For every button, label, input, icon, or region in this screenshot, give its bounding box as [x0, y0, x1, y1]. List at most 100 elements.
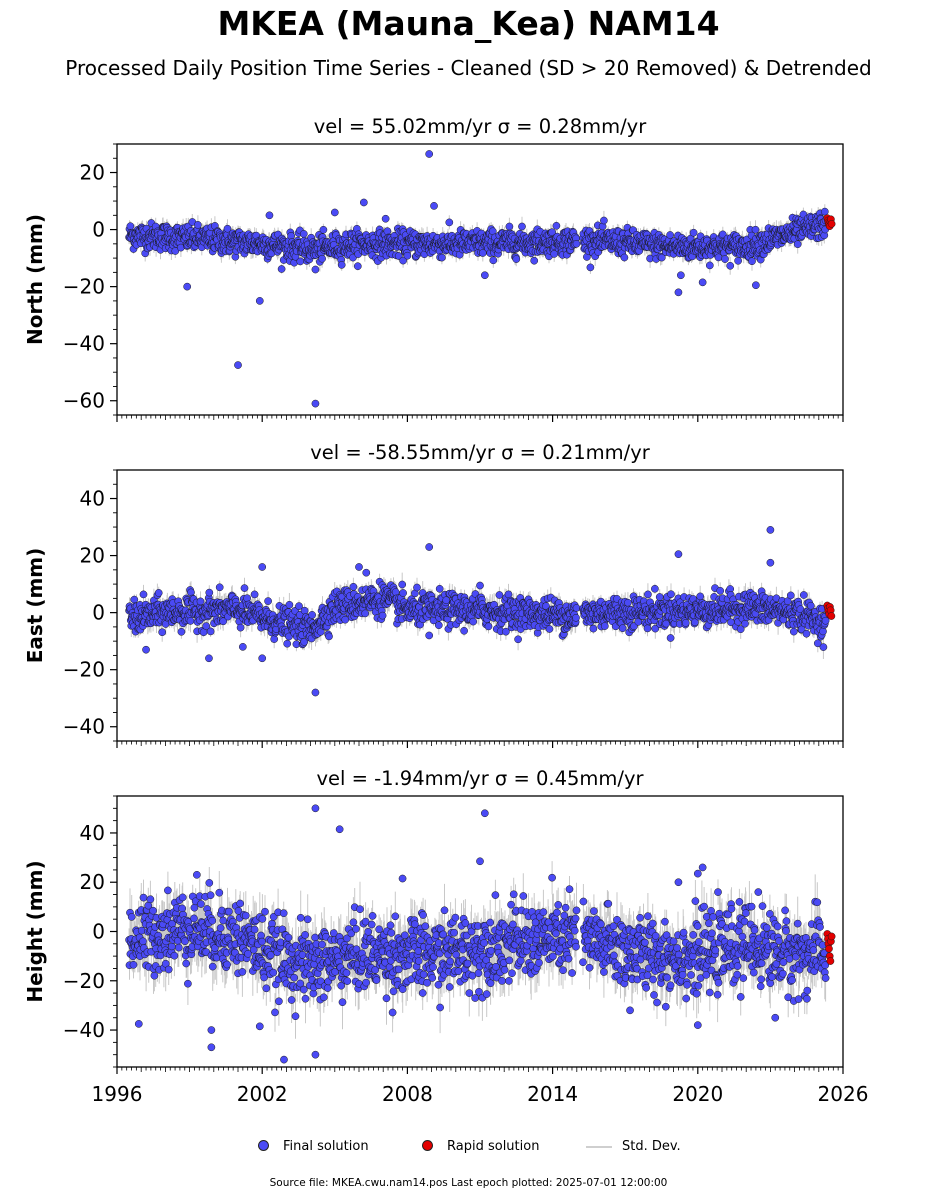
outlier-point-height-7 — [193, 870, 201, 879]
outlier-point-east-6 — [362, 568, 371, 577]
outlier-point-height-17 — [134, 1020, 143, 1028]
legend-final-label: Final solution — [283, 1139, 369, 1154]
y-tick-label-north-0: 20 — [80, 161, 105, 185]
outlier-point-height-5 — [698, 863, 707, 872]
outlier-point-east-0 — [425, 543, 434, 551]
chart-title: MKEA (Mauna_Kea) NAM14 — [217, 4, 720, 43]
y-axis-label-north: North (mm) — [23, 214, 47, 345]
outlier-point-east-3 — [766, 558, 775, 567]
outlier-point-north-14 — [480, 271, 489, 280]
panel-east: 40 20 0 −20 −40 vel = -58.55mm/yr σ = 0.21mm/… — [23, 441, 844, 748]
outlier-point-height-3 — [476, 857, 484, 866]
std-dev-line-icon — [586, 1145, 612, 1148]
panel-height: 40 20 0 −20 −40 1996 2002 2008 2014 2020 2026 vel =… — [23, 767, 868, 1106]
final-solution-marker-icon — [258, 1140, 269, 1151]
chart-subtitle: Processed Daily Position Time Series - C… — [65, 56, 872, 80]
outlier-point-height-2 — [480, 809, 489, 818]
outlier-point-north-8 — [234, 361, 242, 369]
x-tick-label-4: 2020 — [672, 1082, 723, 1106]
y-tick-label-height-2: 0 — [92, 920, 105, 944]
y-axis-label-east: East (mm) — [23, 548, 47, 664]
outlier-point-east-11 — [238, 643, 247, 651]
panel-title-east: vel = -58.55mm/yr σ = 0.21mm/yr — [310, 441, 650, 464]
plot-area-east — [125, 526, 836, 697]
source-footer: Source file: MKEA.cwu.nam14.pos Last epo… — [269, 1177, 668, 1189]
outlier-point-east-4 — [258, 563, 267, 571]
outlier-point-north-2 — [359, 198, 368, 207]
outlier-point-north-11 — [698, 278, 707, 287]
outlier-point-height-4 — [398, 874, 407, 883]
x-tick-label-3: 2014 — [527, 1082, 578, 1106]
outlier-point-north-12 — [677, 271, 685, 280]
rapid-solution-points-east — [823, 601, 836, 620]
plot-area-north — [125, 150, 836, 408]
outlier-point-north-7 — [255, 297, 264, 305]
rapid-point-east-6 — [827, 612, 836, 620]
final-solution-points-height — [125, 804, 830, 1064]
outlier-point-north-10 — [674, 288, 683, 297]
y-tick-label-height-0: 40 — [80, 821, 105, 845]
outlier-point-north-5 — [265, 211, 274, 220]
final-solution-points-east — [125, 526, 830, 697]
y-tick-label-east-2: 0 — [92, 601, 105, 625]
legend: Final solution Rapid solution Std. Dev. — [0, 1136, 937, 1158]
y-tick-label-north-2: −20 — [63, 275, 105, 299]
y-tick-label-east-0: 40 — [80, 487, 105, 511]
outlier-point-height-15 — [693, 1021, 702, 1029]
outlier-point-height-6 — [693, 869, 702, 878]
y-tick-label-east-3: −20 — [63, 658, 105, 682]
rapid-point-height-7 — [827, 932, 836, 941]
outlier-point-height-8 — [674, 878, 683, 887]
x-tick-label-5: 2026 — [818, 1082, 869, 1106]
outlier-point-height-10 — [207, 1043, 216, 1052]
outlier-point-east-9 — [258, 654, 267, 663]
outlier-point-east-2 — [766, 526, 775, 534]
final-solution-points-north — [125, 150, 830, 408]
outlier-point-north-15 — [311, 265, 320, 274]
y-tick-label-east-4: −40 — [63, 715, 105, 739]
plot-area-height — [125, 804, 836, 1064]
outlier-point-east-5 — [355, 563, 363, 571]
outlier-point-height-18 — [471, 994, 480, 1002]
outlier-point-east-8 — [311, 688, 320, 697]
panel-north: 20 0 −20 −40 −60 vel = 55.02mm/yr σ = 0.28mm/… — [23, 115, 844, 422]
y-tick-label-north-4: −60 — [63, 389, 105, 413]
legend-rapid-label: Rapid solution — [447, 1139, 540, 1154]
outlier-point-height-0 — [311, 804, 320, 813]
outlier-point-north-0 — [425, 150, 434, 158]
y-tick-label-height-3: −20 — [63, 969, 105, 993]
legend-item-final: Final solution — [258, 1136, 369, 1158]
x-tick-label-0: 1996 — [92, 1082, 143, 1106]
panel-title-north: vel = 55.02mm/yr σ = 0.28mm/yr — [314, 115, 647, 138]
x-tick-label-2: 2008 — [382, 1082, 433, 1106]
y-tick-label-north-3: −40 — [63, 332, 105, 356]
outlier-point-north-4 — [330, 208, 339, 217]
x-tick-label-1: 2002 — [237, 1082, 288, 1106]
outlier-point-north-13 — [752, 281, 760, 290]
outlier-point-height-11 — [207, 1026, 216, 1034]
rapid-point-height-5 — [826, 957, 835, 965]
rapid-solution-points-height — [823, 930, 836, 965]
outlier-point-east-12 — [142, 645, 150, 654]
y-tick-label-height-4: −40 — [63, 1018, 105, 1042]
panel-title-height: vel = -1.94mm/yr σ = 0.45mm/yr — [316, 767, 644, 790]
y-tick-label-east-1: 20 — [80, 544, 105, 568]
outlier-point-height-14 — [255, 1022, 264, 1031]
outlier-point-east-1 — [674, 550, 683, 559]
rapid-point-north-7 — [827, 220, 836, 228]
outlier-point-height-19 — [626, 1006, 634, 1015]
y-tick-label-north-1: 0 — [92, 218, 105, 242]
outlier-point-height-13 — [311, 1050, 320, 1059]
axes-frame-north — [116, 143, 844, 416]
rapid-point-height-3 — [825, 944, 833, 953]
rapid-solution-marker-icon — [422, 1140, 433, 1151]
outlier-point-height-16 — [771, 1013, 780, 1022]
outlier-point-east-13 — [425, 631, 434, 640]
legend-std-label: Std. Dev. — [622, 1139, 681, 1154]
rapid-solution-points-north — [823, 214, 836, 231]
outlier-point-height-12 — [280, 1055, 288, 1064]
outlier-point-east-7 — [476, 581, 484, 590]
outlier-point-east-10 — [205, 654, 213, 663]
y-tick-label-height-1: 20 — [80, 870, 105, 894]
outlier-point-north-1 — [430, 202, 438, 210]
